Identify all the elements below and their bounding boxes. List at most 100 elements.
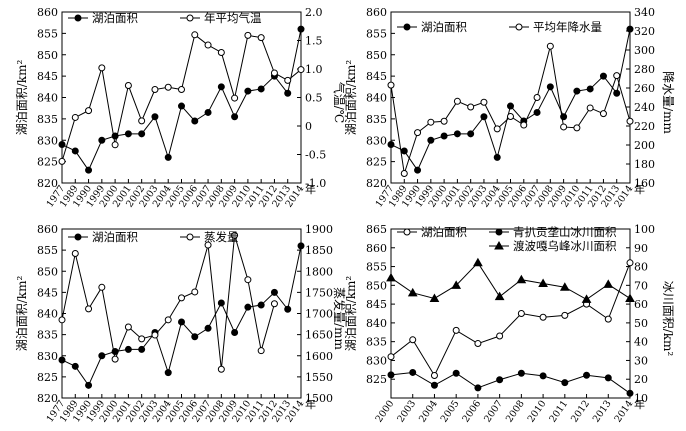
series-line-2 [390, 371, 631, 394]
right-tick-label: 280 [634, 63, 655, 76]
series-1-point [217, 83, 225, 91]
series-2-point [231, 231, 239, 239]
plot-frame [390, 11, 631, 184]
series-1-point [440, 132, 448, 140]
left-axis-label: 湖泊面积/km² [14, 276, 29, 352]
series-1-point [191, 117, 199, 125]
series-line-1 [390, 28, 631, 172]
series-2-point [270, 69, 278, 77]
legend-marker [186, 14, 194, 22]
series-1-point [613, 89, 621, 97]
right-tick-label: 70 [634, 279, 648, 292]
series-2-point [85, 107, 93, 115]
left-tick-label: 855 [37, 244, 58, 257]
right-tick-label: 1850 [305, 244, 333, 257]
series-2-point [533, 94, 541, 101]
right-tick-label: 1.0 [305, 63, 323, 76]
series-1-point [474, 340, 482, 348]
series-2-point [164, 316, 172, 324]
series-1-point [414, 166, 422, 174]
series-2-point [71, 250, 79, 258]
left-tick-label: 820 [37, 177, 58, 190]
series-3-point [581, 294, 592, 303]
series-1-point [430, 371, 438, 379]
left-tick-label: 840 [366, 92, 387, 105]
right-axis-label: 冰川面积/km² [661, 281, 675, 357]
right-tick-label: 320 [634, 25, 655, 38]
series-2-point [217, 365, 225, 373]
series-1-point [98, 352, 106, 360]
series-2-point [244, 31, 252, 39]
series-1-point [151, 113, 159, 121]
x-tick-label: 2000 [374, 398, 397, 424]
series-3-point [473, 257, 483, 267]
series-2-point [111, 355, 119, 363]
left-tick-label: 860 [37, 6, 58, 19]
right-tick-label: 1750 [305, 286, 333, 299]
series-3-point [386, 272, 396, 282]
chart-panel-2: 820 825 830 835 840 845 850 855 860 160 180 200 220 2… [343, 6, 675, 210]
series-1-point [297, 242, 305, 250]
left-tick-label: 845 [37, 286, 58, 299]
series-2-point [480, 98, 488, 106]
series-3-point [451, 280, 462, 289]
plot-frame [390, 228, 631, 399]
series-2-point [284, 76, 292, 84]
legend-marker [186, 233, 194, 241]
series-1-point [164, 153, 172, 161]
right-tick-label: 90 [634, 242, 648, 255]
series-1-point [493, 153, 501, 161]
series-1-point [138, 345, 146, 353]
series-line-1 [61, 245, 302, 387]
x-tick-label: 2011 [547, 398, 570, 424]
right-tick-label: 0.5 [305, 92, 323, 105]
series-1-point [204, 324, 212, 332]
series-2-point [626, 389, 634, 397]
right-tick-label: 100 [634, 223, 655, 236]
series-2-point [111, 141, 119, 149]
right-tick-label: 200 [634, 139, 655, 152]
series-2-point [270, 300, 278, 308]
right-tick-label: 50 [634, 317, 648, 330]
series-2-point [517, 369, 525, 377]
series-1-point [231, 329, 239, 337]
series-1-point [138, 130, 146, 138]
left-tick-label: 850 [366, 49, 387, 62]
left-tick-label: 820 [366, 177, 387, 190]
x-tick-label: 2007 [482, 398, 505, 424]
series-2-point [191, 31, 199, 39]
legend-marker [403, 23, 411, 31]
series-2-point [98, 283, 106, 291]
series-1-point [467, 130, 475, 138]
series-2-point [560, 123, 568, 131]
legend-label: 年平均气温 [204, 11, 262, 25]
series-2-point [467, 103, 475, 111]
series-1-point [257, 85, 265, 93]
series-2-point [573, 124, 581, 132]
series-1-point [546, 83, 554, 91]
series-1-point [400, 147, 408, 155]
x-axis-unit: 年 [634, 182, 645, 196]
series-2-point [58, 316, 66, 324]
right-axis-label: 气温/℃ [332, 82, 347, 123]
series-2-point [85, 305, 93, 313]
legend-label: 湖泊面积 [92, 230, 138, 244]
right-tick-label: 30 [634, 354, 648, 367]
series-1-point [71, 147, 79, 155]
series-2-point [430, 381, 438, 389]
series-2-point [178, 86, 185, 94]
series-2-point [427, 118, 435, 126]
right-tick-label: 1700 [305, 308, 333, 321]
left-axis-label: 湖泊面积/km² [343, 60, 358, 136]
left-tick-label: 865 [366, 223, 387, 236]
left-tick-label: 860 [366, 242, 387, 255]
series-2-point [496, 376, 504, 384]
series-1-point [270, 288, 278, 296]
series-2-point [414, 129, 422, 137]
series-2-point [409, 368, 417, 376]
x-tick-label: 2010 [526, 398, 549, 424]
series-line-1 [390, 262, 631, 377]
series-1-point [517, 310, 525, 317]
legend-marker [74, 233, 82, 241]
